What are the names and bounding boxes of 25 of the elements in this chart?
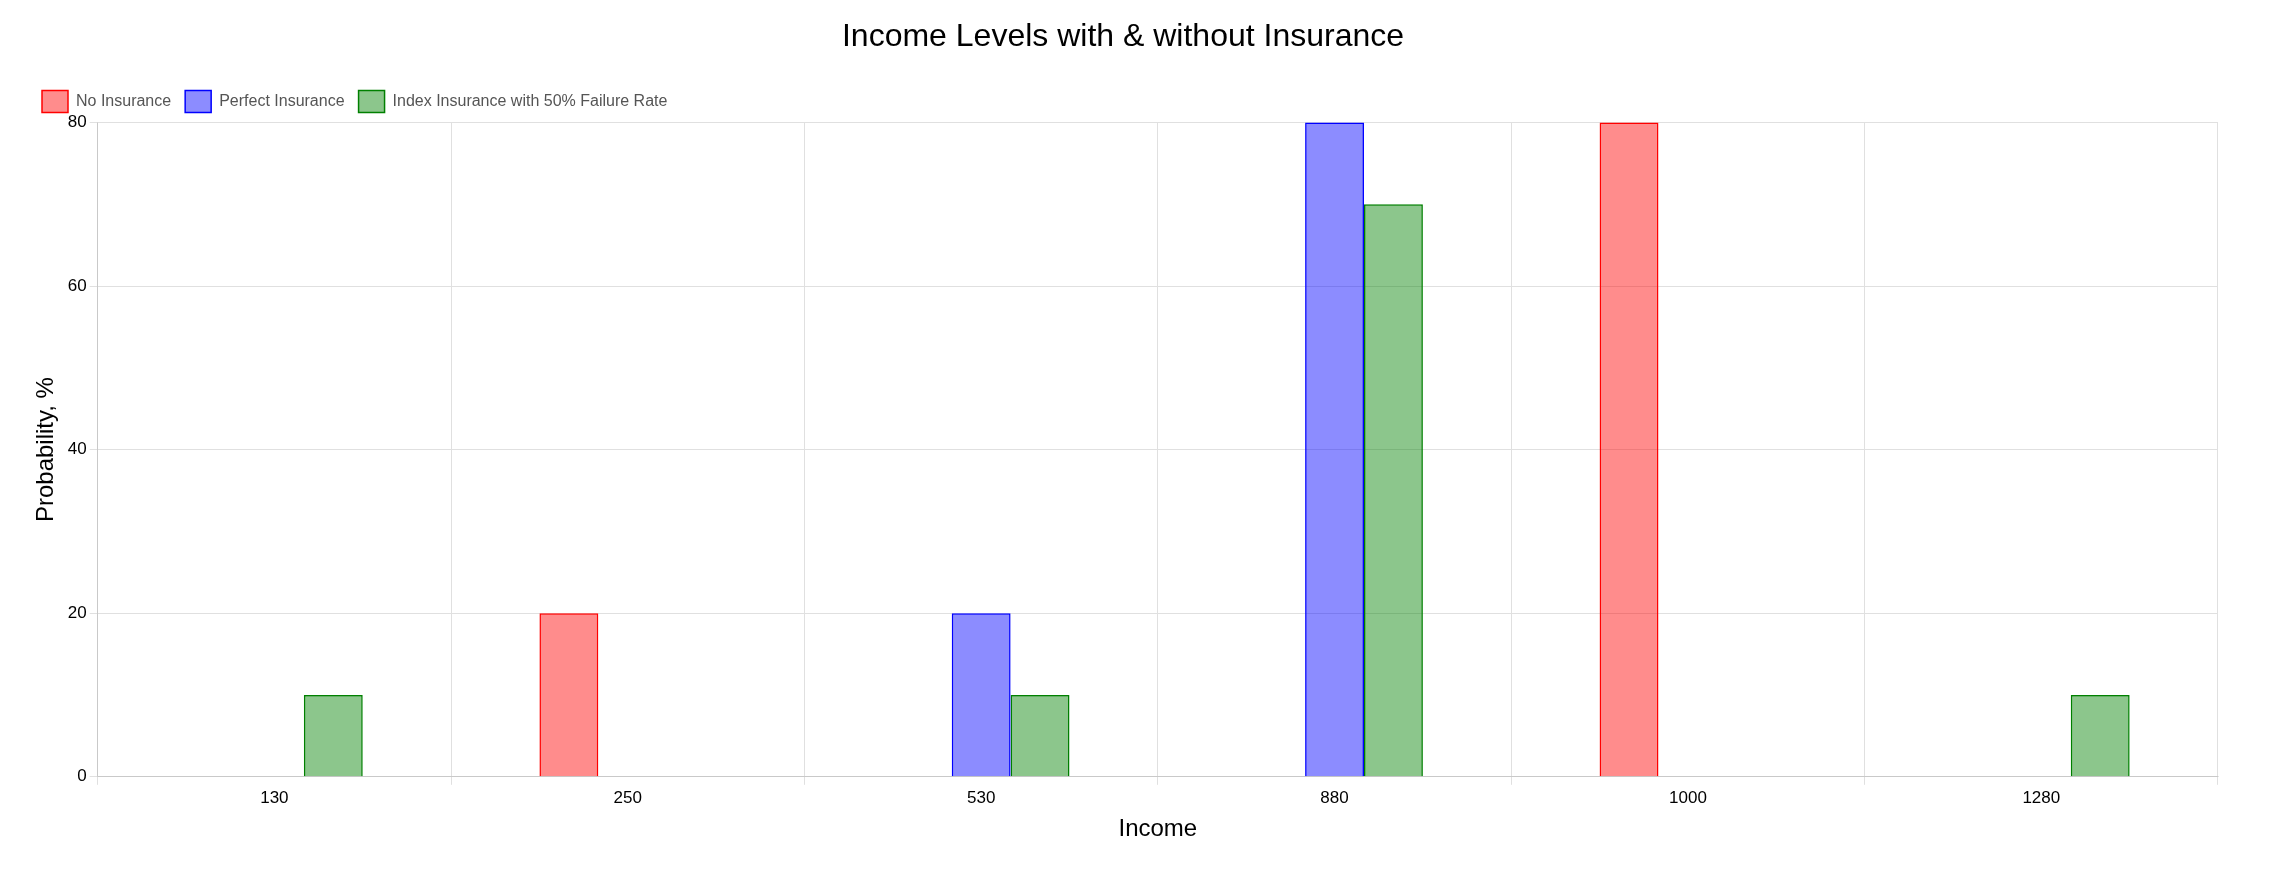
x-tick-label: 530 (966, 787, 996, 807)
x-tick-label: 1280 (2022, 787, 2061, 807)
legend-label: Perfect Insurance (219, 91, 345, 109)
legend-label: Index Insurance with 50% Failure Rate (392, 91, 668, 109)
bar (951, 613, 1011, 777)
y-tick-label: 0 (77, 766, 87, 786)
bar (1363, 204, 1423, 777)
y-axis-title: Probability, % (31, 377, 59, 523)
x-tick-label: 880 (1320, 787, 1349, 807)
y-tick-label: 20 (67, 602, 87, 622)
x-tick-label: 130 (260, 787, 289, 807)
legend-label: No Insurance (76, 91, 172, 109)
y-tick-label: 40 (67, 439, 87, 459)
bar (303, 695, 363, 777)
y-tick-label: 80 (67, 112, 87, 132)
chart-title: Income Levels with & without Insurance (841, 17, 1405, 54)
bar (2070, 695, 2130, 777)
bar (539, 613, 599, 777)
x-tick-label: 250 (613, 787, 642, 807)
x-axis-title: Income (1118, 814, 1198, 842)
bar (1305, 122, 1364, 777)
bar (1010, 695, 1070, 777)
bar (1599, 122, 1659, 777)
x-tick-label: 1000 (1669, 787, 1707, 807)
y-tick-label: 60 (67, 275, 87, 295)
